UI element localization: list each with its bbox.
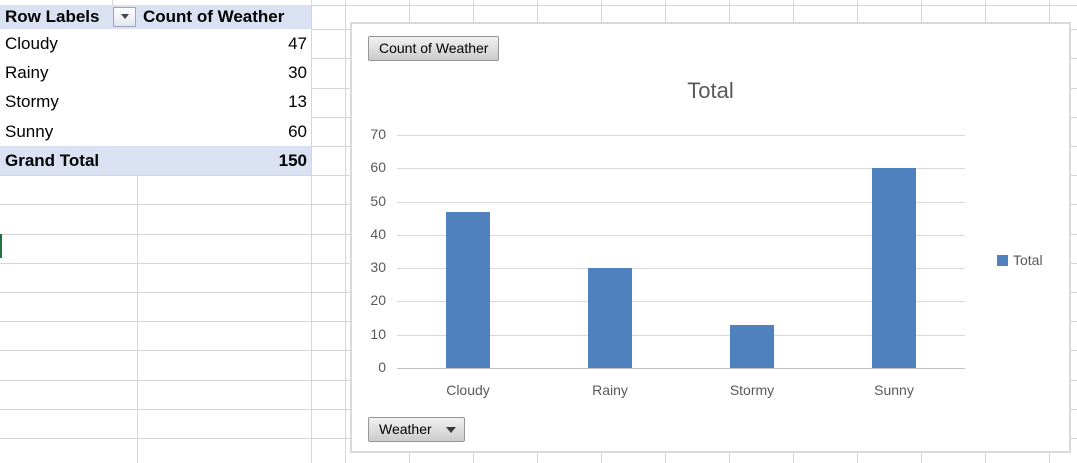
y-axis-tick-label: 50 — [370, 192, 386, 209]
pivot-rows: Cloudy 47 Rainy 30 Stormy 13 Sunny 60 — [0, 29, 311, 146]
chart-legend[interactable]: Total — [997, 252, 1043, 268]
sheet-gridline — [112, 0, 113, 5]
chart-title[interactable]: Total — [687, 78, 734, 103]
x-axis-category-label: Sunny — [874, 382, 914, 398]
chart-gridline — [397, 334, 965, 336]
pivot-row-value: 47 — [288, 34, 307, 54]
pivot-row-value: 60 — [288, 121, 307, 141]
pivot-grand-total-row: Grand Total 150 — [0, 145, 311, 176]
plot-area: 0 10 20 30 40 50 60 70 Cloudy Rainy Stormy Sunny — [352, 24, 1069, 451]
pivot-table-row: Sunny 60 — [0, 116, 311, 146]
sheet-gridline — [311, 0, 312, 463]
pivot-header-count-of-weather: Count of Weather — [143, 6, 285, 26]
pivot-row-label: Rainy — [5, 63, 49, 83]
grand-total-value: 150 — [278, 150, 307, 170]
chart-gridline — [397, 168, 965, 170]
bar-rainy[interactable] — [588, 268, 632, 368]
x-axis-category-label: Stormy — [729, 382, 775, 398]
pivot-row-label: Stormy — [5, 92, 59, 112]
pivot-chart[interactable]: Count of Weather Total 0 10 20 30 40 50 60 70 Cl… — [350, 22, 1071, 453]
legend-swatch-icon — [997, 254, 1008, 266]
bar-cloudy[interactable] — [446, 211, 490, 368]
pivot-row-value: 30 — [288, 63, 307, 83]
pivot-row-label: Sunny — [5, 121, 54, 141]
chart-gridline — [397, 268, 965, 270]
y-axis-tick-label: 30 — [370, 259, 386, 276]
y-axis-tick-label: 60 — [370, 159, 386, 176]
chevron-down-icon — [120, 14, 129, 19]
sheet-gridline — [345, 0, 346, 463]
pivot-header-row: Row Labels Count of Weather — [0, 4, 311, 30]
grand-total-label: Grand Total — [5, 150, 100, 170]
x-axis-line — [397, 368, 965, 369]
y-axis-tick-label: 40 — [370, 225, 386, 242]
x-axis-category-label: Rainy — [592, 382, 628, 398]
axis-field-label: Weather — [379, 421, 432, 437]
value-field-button[interactable]: Count of Weather — [368, 36, 500, 61]
sheet-gridline — [137, 175, 138, 463]
y-axis-tick-label: 10 — [370, 325, 386, 342]
row-labels-filter-button[interactable] — [113, 6, 136, 27]
sheet-gridline — [0, 4, 1077, 6]
x-axis-category-label: Cloudy — [446, 382, 490, 398]
pivot-row-label: Cloudy — [5, 34, 58, 54]
bar-stormy[interactable] — [730, 324, 774, 368]
bar-sunny[interactable] — [872, 168, 916, 368]
selection-edge — [0, 234, 2, 258]
legend-label: Total — [1013, 252, 1043, 268]
pivot-table-row: Stormy 13 — [0, 87, 311, 117]
chart-gridline — [397, 234, 965, 236]
chart-gridline — [397, 135, 965, 136]
y-axis-tick-label: 70 — [370, 126, 386, 142]
chevron-down-icon — [445, 427, 456, 434]
chart-gridline — [397, 201, 965, 203]
axis-field-button[interactable]: Weather — [368, 417, 465, 442]
pivot-row-value: 13 — [288, 92, 307, 112]
pivot-table: Row Labels Count of Weather Cloudy 47 Rain… — [0, 4, 311, 176]
pivot-table-row: Rainy 30 — [0, 58, 311, 88]
y-axis-tick-label: 0 — [378, 359, 386, 375]
pivot-header-row-labels: Row Labels — [5, 6, 100, 26]
pivot-table-row: Cloudy 47 — [0, 29, 311, 59]
y-axis-tick-label: 20 — [370, 292, 386, 309]
chart-gridline — [397, 301, 965, 303]
